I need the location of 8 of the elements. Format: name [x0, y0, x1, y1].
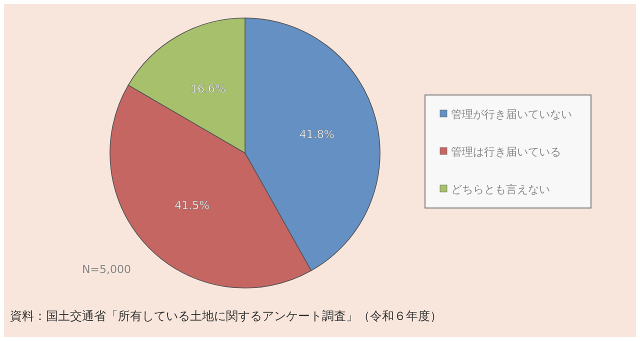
text: N=5,000	[82, 263, 131, 276]
legend-label: 管理が行き届いていない	[451, 108, 572, 121]
data-label: 41.5%	[174, 199, 210, 212]
text: 資料：国土交通省「所有している土地に関するアンケート調査」（令和６年度）	[10, 309, 442, 323]
legend-label: どちらとも言えない	[451, 183, 550, 196]
data-label: 16.6%	[190, 82, 226, 96]
data-label: 41.8%	[299, 128, 334, 142]
legend-label: 管理は行き届いている	[451, 146, 561, 158]
